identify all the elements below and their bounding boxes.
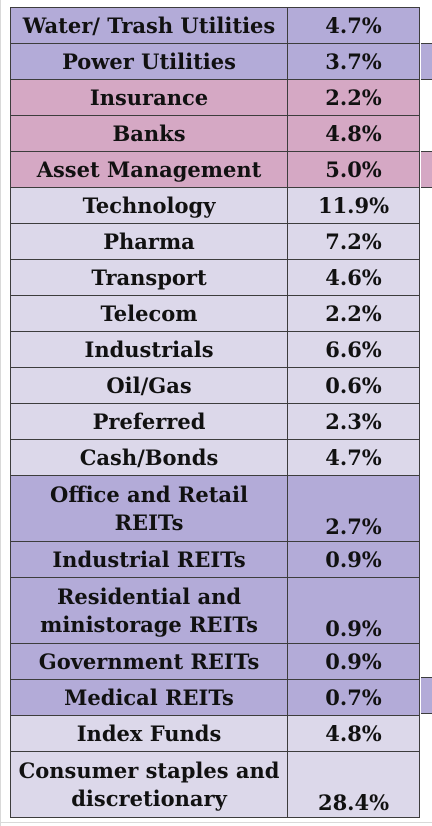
- adjacent-cell-strip: [421, 43, 432, 80]
- percent-cell[interactable]: 2.2%: [287, 295, 420, 332]
- percent-cell[interactable]: 4.7%: [287, 7, 420, 44]
- percent-cell[interactable]: 3.7%: [287, 43, 420, 80]
- category-cell[interactable]: Oil/Gas: [9, 367, 289, 404]
- category-cell[interactable]: Residential and ministorage REITs: [9, 577, 289, 644]
- adjacent-cell-strip: [421, 677, 432, 714]
- allocation-table: Water/ Trash Utilities 4.7% Power Utilitie…: [9, 7, 420, 818]
- table-row[interactable]: Consumer staples and discretionary 28.4%: [9, 751, 420, 818]
- percent-cell[interactable]: 11.9%: [287, 187, 420, 224]
- table-row[interactable]: Index Funds 4.8%: [9, 715, 420, 752]
- category-cell[interactable]: Transport: [9, 259, 289, 296]
- sheet-gridline-horizontal: [0, 822, 432, 823]
- percent-cell[interactable]: 0.6%: [287, 367, 420, 404]
- percent-cell[interactable]: 2.3%: [287, 403, 420, 440]
- percent-cell[interactable]: 28.4%: [287, 751, 420, 818]
- table-row[interactable]: Preferred 2.3%: [9, 403, 420, 440]
- percent-cell[interactable]: 2.2%: [287, 79, 420, 116]
- table-row[interactable]: Pharma 7.2%: [9, 223, 420, 260]
- table-row[interactable]: Residential and ministorage REITs 0.9%: [9, 577, 420, 644]
- sheet-gridline-vertical: [0, 0, 1, 826]
- category-cell[interactable]: Consumer staples and discretionary: [9, 751, 289, 818]
- percent-cell[interactable]: 5.0%: [287, 151, 420, 188]
- table-row[interactable]: Industrial REITs 0.9%: [9, 541, 420, 578]
- category-cell[interactable]: Water/ Trash Utilities: [9, 7, 289, 44]
- table-row[interactable]: Government REITs 0.9%: [9, 643, 420, 680]
- category-cell[interactable]: Telecom: [9, 295, 289, 332]
- adjacent-cell-strip: [421, 151, 432, 188]
- table-row[interactable]: Technology 11.9%: [9, 187, 420, 224]
- table-row[interactable]: Water/ Trash Utilities 4.7%: [9, 7, 420, 44]
- category-cell[interactable]: Insurance: [9, 79, 289, 116]
- category-cell[interactable]: Medical REITs: [9, 679, 289, 716]
- table-row[interactable]: Medical REITs 0.7%: [9, 679, 420, 716]
- category-cell[interactable]: Technology: [9, 187, 289, 224]
- category-cell[interactable]: Cash/Bonds: [9, 439, 289, 476]
- category-cell[interactable]: Pharma: [9, 223, 289, 260]
- table-row[interactable]: Transport 4.6%: [9, 259, 420, 296]
- category-cell[interactable]: Industrial REITs: [9, 541, 289, 578]
- percent-cell[interactable]: 4.6%: [287, 259, 420, 296]
- category-cell[interactable]: Preferred: [9, 403, 289, 440]
- table-row[interactable]: Oil/Gas 0.6%: [9, 367, 420, 404]
- percent-cell[interactable]: 0.7%: [287, 679, 420, 716]
- percent-cell[interactable]: 4.8%: [287, 115, 420, 152]
- percent-cell[interactable]: 0.9%: [287, 577, 420, 644]
- category-cell[interactable]: Government REITs: [9, 643, 289, 680]
- table-row[interactable]: Banks 4.8%: [9, 115, 420, 152]
- table-row[interactable]: Insurance 2.2%: [9, 79, 420, 116]
- category-cell[interactable]: Industrials: [9, 331, 289, 368]
- category-cell[interactable]: Asset Management: [9, 151, 289, 188]
- table-row[interactable]: Asset Management 5.0%: [9, 151, 420, 188]
- percent-cell[interactable]: 0.9%: [287, 541, 420, 578]
- category-cell[interactable]: Index Funds: [9, 715, 289, 752]
- category-cell[interactable]: Power Utilities: [9, 43, 289, 80]
- percent-cell[interactable]: 4.7%: [287, 439, 420, 476]
- percent-cell[interactable]: 6.6%: [287, 331, 420, 368]
- table-row[interactable]: Industrials 6.6%: [9, 331, 420, 368]
- table-row[interactable]: Office and Retail REITs 2.7%: [9, 475, 420, 542]
- category-cell[interactable]: Banks: [9, 115, 289, 152]
- table-row[interactable]: Power Utilities 3.7%: [9, 43, 420, 80]
- allocation-table-body: Water/ Trash Utilities 4.7% Power Utilitie…: [9, 7, 420, 818]
- percent-cell[interactable]: 2.7%: [287, 475, 420, 542]
- percent-cell[interactable]: 4.8%: [287, 715, 420, 752]
- percent-cell[interactable]: 0.9%: [287, 643, 420, 680]
- table-row[interactable]: Cash/Bonds 4.7%: [9, 439, 420, 476]
- category-cell[interactable]: Office and Retail REITs: [9, 475, 289, 542]
- percent-cell[interactable]: 7.2%: [287, 223, 420, 260]
- table-row[interactable]: Telecom 2.2%: [9, 295, 420, 332]
